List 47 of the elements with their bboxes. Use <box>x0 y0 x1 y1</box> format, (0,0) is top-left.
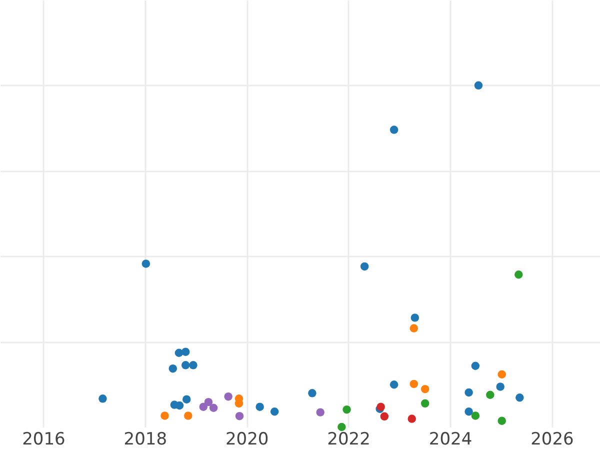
point <box>496 382 504 391</box>
point <box>390 126 398 134</box>
point <box>189 361 198 370</box>
point <box>380 412 389 421</box>
point <box>204 398 213 406</box>
point <box>471 362 480 370</box>
point <box>498 370 506 379</box>
point <box>235 412 244 420</box>
x-tick-label: 2018 <box>124 430 168 450</box>
point <box>474 81 483 90</box>
point <box>224 392 232 401</box>
point <box>514 270 523 279</box>
point <box>160 412 169 420</box>
x-tick-label: 2022 <box>327 430 370 450</box>
point <box>181 348 190 356</box>
point <box>410 314 420 322</box>
point <box>498 416 506 425</box>
point <box>360 262 369 271</box>
point <box>209 404 218 412</box>
point <box>420 384 430 394</box>
point <box>390 380 398 389</box>
point <box>471 412 480 420</box>
point <box>486 390 494 400</box>
point <box>184 412 192 420</box>
point <box>168 364 178 373</box>
point <box>342 405 351 414</box>
point <box>256 402 264 411</box>
point <box>308 389 316 398</box>
point <box>408 414 416 423</box>
point <box>338 422 346 432</box>
point <box>182 395 191 404</box>
point <box>420 399 430 408</box>
point <box>181 361 190 370</box>
point <box>516 394 524 402</box>
point <box>410 380 418 388</box>
x-tick-label: 2016 <box>22 430 66 450</box>
point <box>464 408 473 416</box>
x-tick-label: 2026 <box>530 430 574 450</box>
point <box>464 388 473 397</box>
point <box>316 408 324 416</box>
point <box>142 260 150 268</box>
x-tick-label: 2020 <box>225 430 269 450</box>
point <box>98 394 107 403</box>
x-tick-label: 2024 <box>428 430 472 450</box>
point <box>270 408 279 416</box>
point <box>410 324 418 332</box>
point <box>199 402 208 411</box>
